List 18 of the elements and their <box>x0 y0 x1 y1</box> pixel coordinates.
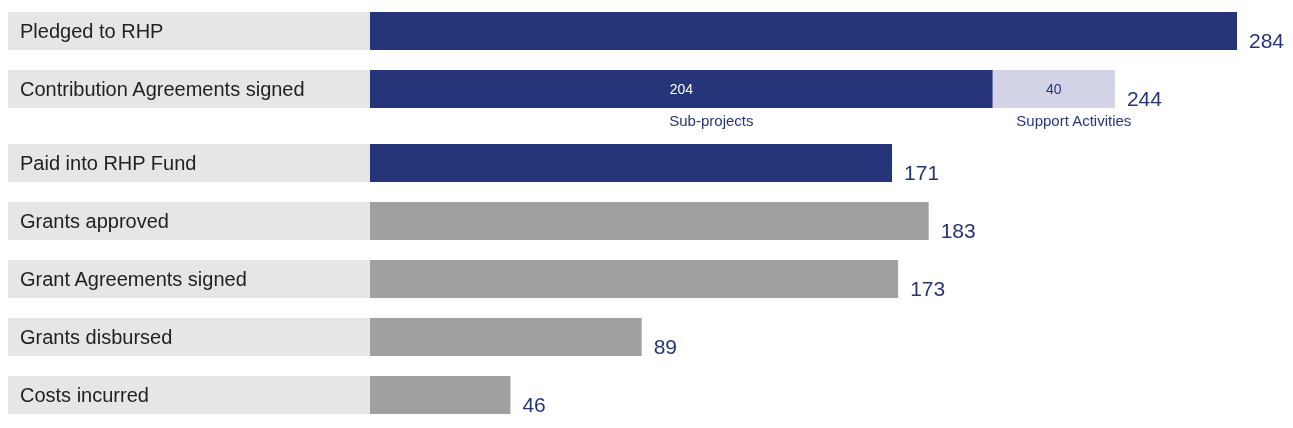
y-tick-label: Costs incurred <box>20 384 149 406</box>
total-label: 244 <box>1126 87 1163 110</box>
y-tick-label: Grants approved <box>20 210 169 232</box>
total-label: 173 <box>910 277 946 300</box>
y-tick-label: Grant Agreements signed <box>20 268 247 290</box>
series-label: Support Activities <box>1016 112 1132 129</box>
data-label: 40 <box>1046 81 1062 97</box>
total-label: 284 <box>1249 29 1285 52</box>
data-label: 204 <box>669 81 694 97</box>
series-label: Sub-projects <box>669 112 754 129</box>
total-label: 171 <box>904 161 940 184</box>
y-tick-label: Pledged to RHP <box>20 20 164 42</box>
y-tick-label: Paid into RHP Fund <box>20 152 197 174</box>
total-label: 183 <box>940 219 976 242</box>
total-label: 89 <box>653 335 678 358</box>
total-label: 46 <box>522 393 546 416</box>
y-tick-label: Contribution Agreements signed <box>20 78 305 100</box>
y-tick-label: Grants disbursed <box>20 326 173 348</box>
